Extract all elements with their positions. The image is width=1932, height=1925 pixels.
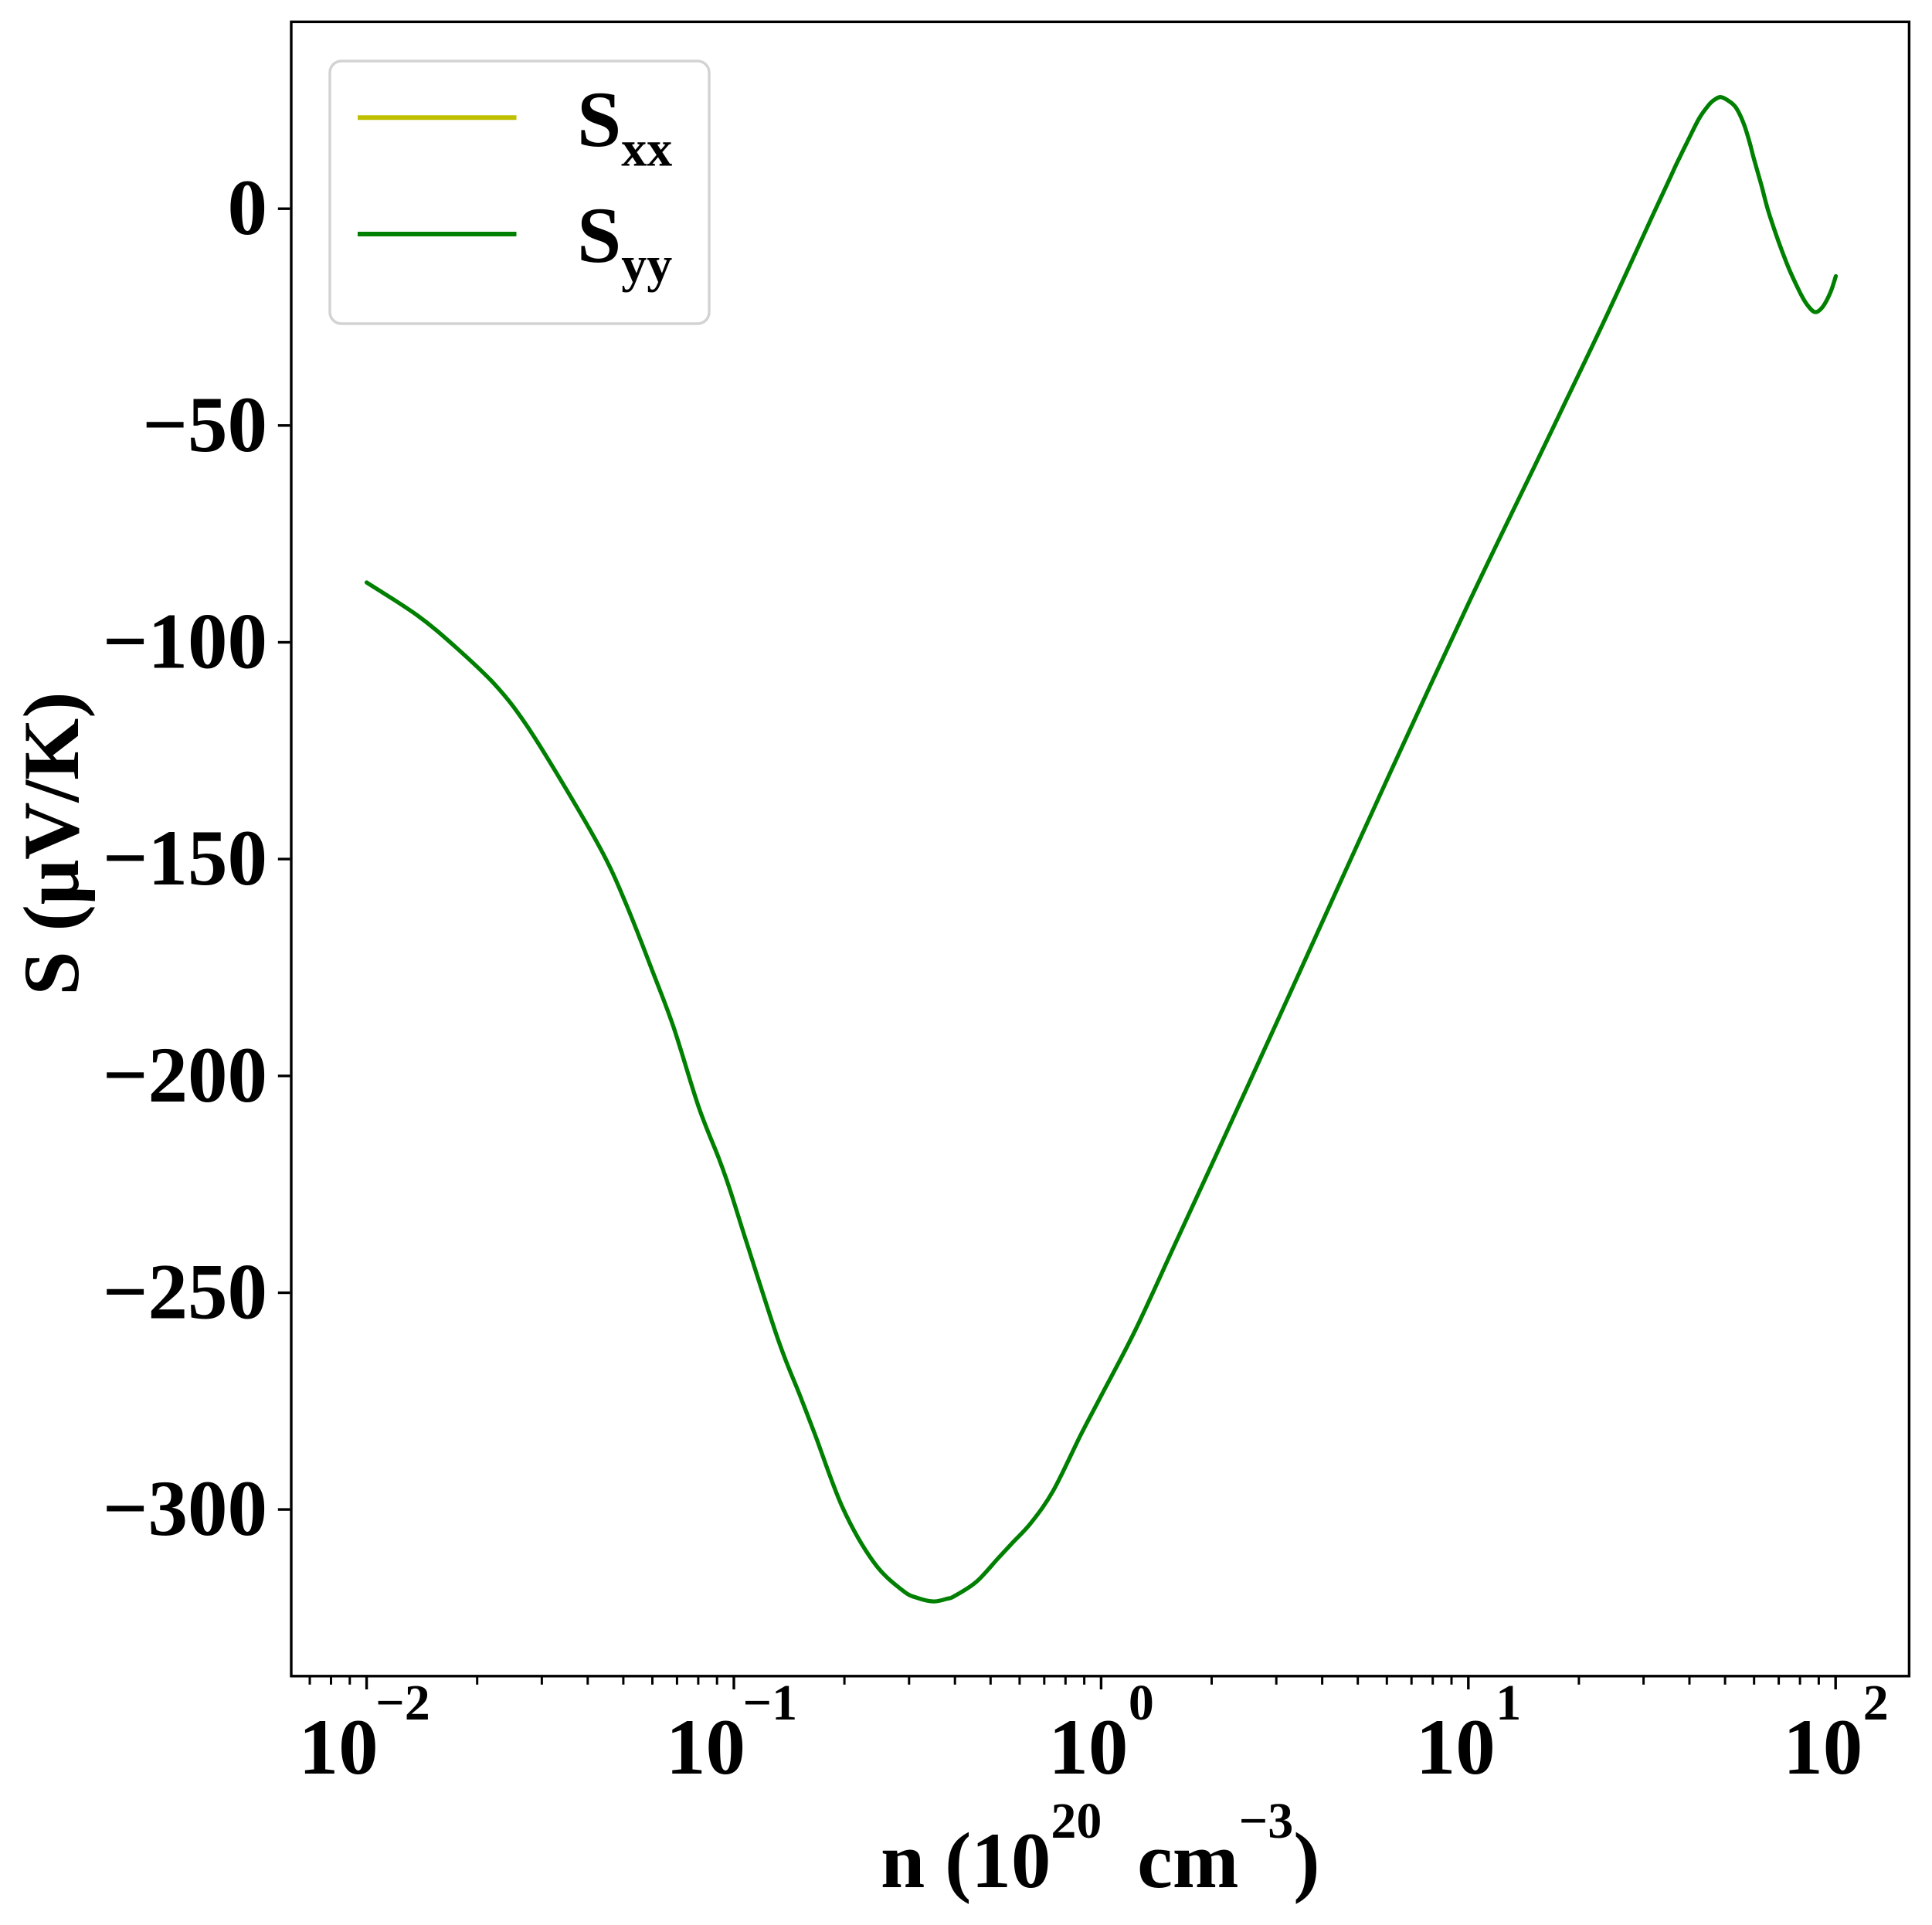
svg-text:10: 10 — [1416, 1703, 1496, 1791]
svg-text:0: 0 — [228, 164, 268, 252]
svg-text:S (μV/K): S (μV/K) — [8, 691, 96, 995]
svg-text:10: 10 — [1783, 1703, 1862, 1791]
svg-text:−150: −150 — [103, 814, 267, 902]
svg-text:−100: −100 — [103, 598, 267, 686]
svg-text:−50: −50 — [142, 381, 267, 469]
svg-text:10: 10 — [1048, 1703, 1128, 1791]
svg-text:−300: −300 — [103, 1465, 267, 1553]
svg-text:−1: −1 — [743, 1675, 798, 1731]
svg-text:10: 10 — [299, 1703, 379, 1791]
svg-text:10: 10 — [666, 1703, 745, 1791]
svg-text:−2: −2 — [375, 1675, 430, 1731]
svg-text:−250: −250 — [103, 1248, 267, 1336]
svg-text:2: 2 — [1863, 1675, 1889, 1731]
svg-text:0: 0 — [1129, 1675, 1154, 1731]
svg-text:−200: −200 — [103, 1031, 267, 1119]
svg-text:1: 1 — [1496, 1675, 1521, 1731]
